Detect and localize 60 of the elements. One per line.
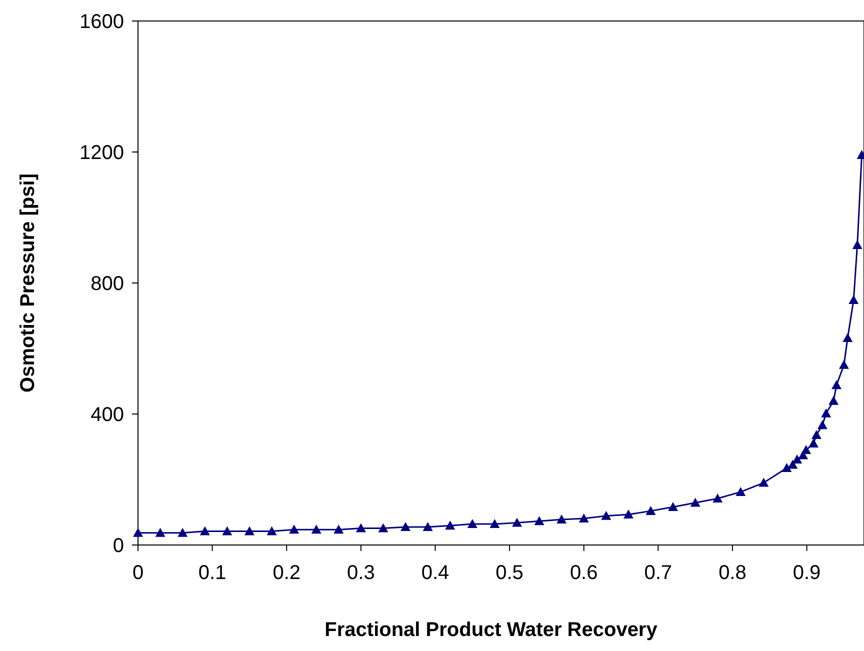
point [400,522,411,531]
point [512,518,522,527]
point [832,380,842,390]
point [828,396,839,405]
point [200,526,210,536]
point [758,478,769,487]
point [222,526,232,536]
point [838,360,849,369]
point [801,445,812,454]
point [155,528,166,537]
point [289,524,300,534]
x-tick-label: 0.7 [644,562,672,584]
point [556,514,567,524]
point [467,519,478,528]
point [356,523,366,532]
y-tick-label: 1600 [80,11,124,33]
y-axis-title: Osmotic Pressure [psi] [17,174,39,392]
point [623,510,634,519]
y-tick-label: 1200 [80,142,124,164]
point [646,506,656,515]
point [808,438,818,448]
point [490,519,500,528]
point [133,528,143,537]
x-tick-label: 0.4 [421,562,450,584]
x-tick-label: 0.9 [792,562,821,584]
x-tick-label: 0 [132,562,144,584]
point [422,522,433,531]
point [311,524,322,534]
point [601,510,612,520]
point [821,408,832,418]
x-tick-label: 0.8 [718,562,746,584]
point [817,420,828,430]
point [852,240,862,250]
point [534,516,544,526]
x-tick-label: 0.2 [272,562,301,584]
point [244,526,254,536]
x-axis-title: Fractional Product Water Recovery [324,619,658,641]
point [266,526,277,536]
y-tick-label: 400 [90,404,124,426]
x-tick-label: 0.5 [496,562,524,584]
x-tick-label: 0.1 [198,562,226,584]
x-tick-label: 0.3 [347,562,375,584]
point [445,520,456,530]
point [178,528,188,537]
point [782,463,792,472]
point [788,460,798,469]
point [792,454,802,464]
y-tick-label: 0 [112,535,124,557]
point [578,513,589,522]
point [811,430,822,439]
point [736,486,746,496]
point [668,502,678,512]
y-tick-label: 800 [90,273,124,295]
point [690,498,700,507]
point [848,295,859,304]
point [334,524,344,534]
point [378,523,388,532]
x-tick-label: 0.6 [570,562,598,584]
point [712,493,723,502]
point [842,333,853,342]
